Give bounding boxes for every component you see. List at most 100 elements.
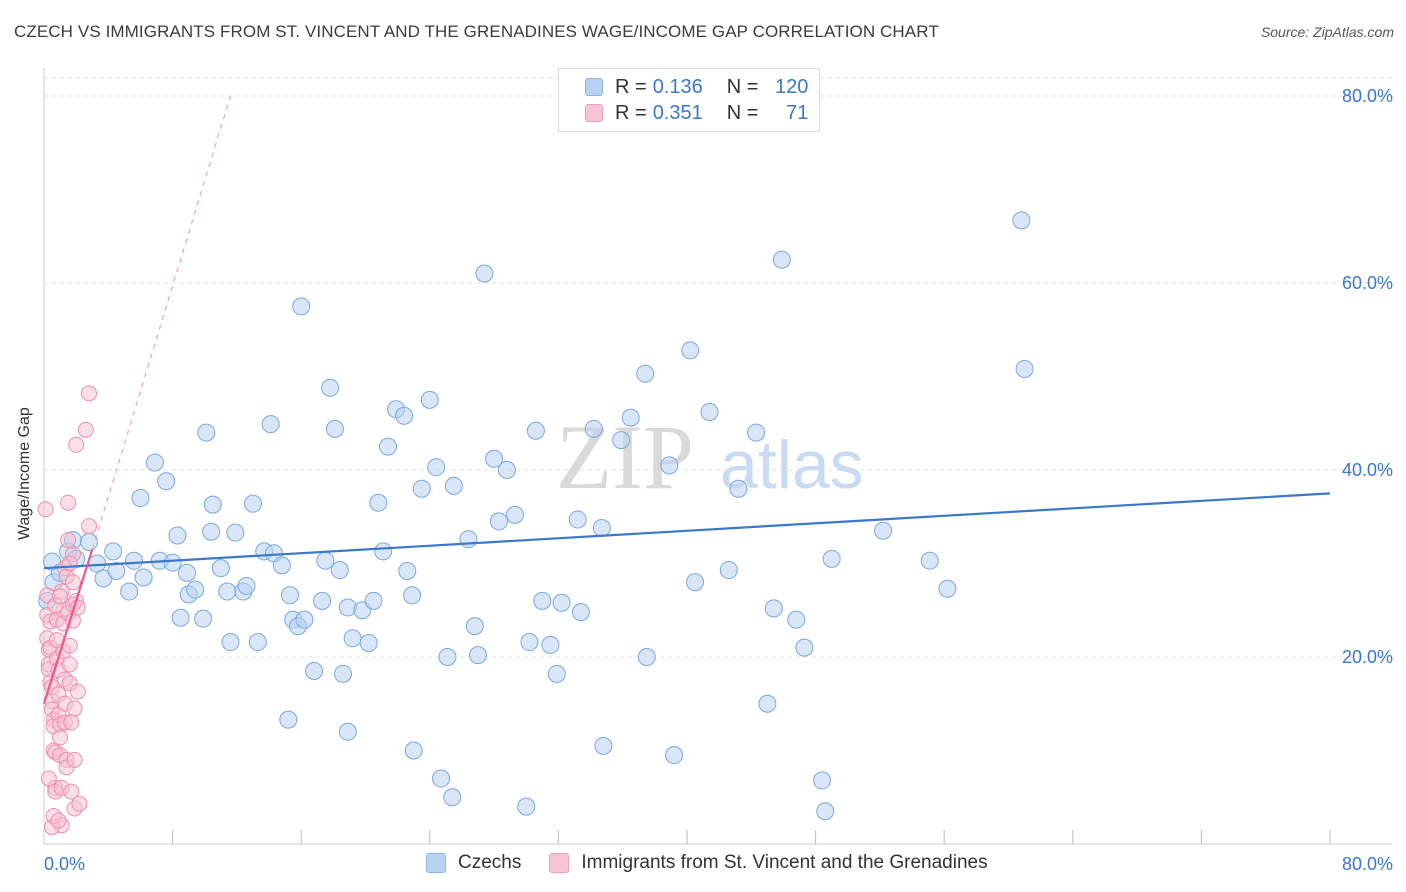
- czechs-point: [443, 788, 462, 807]
- czechs-point: [412, 479, 431, 498]
- legend-label-czechs: Czechs: [458, 852, 522, 873]
- czechs-point: [427, 458, 446, 477]
- legend-n-value: 71: [786, 101, 809, 124]
- legend-swatch-blue: [585, 78, 603, 96]
- czechs-point: [330, 561, 349, 580]
- immigrants-point: [77, 421, 94, 438]
- czechs-point: [795, 638, 814, 657]
- legend-r-label: R =: [615, 101, 647, 124]
- czechs-point: [226, 523, 245, 542]
- legend-n-label: N =: [726, 75, 759, 98]
- czechs-point: [541, 635, 560, 654]
- czechs-point: [295, 610, 314, 629]
- correlation-legend: R = 0.136 N = 120 R = 0.351 N = 71: [558, 68, 820, 132]
- czechs-point: [637, 648, 656, 666]
- immigrants-point: [69, 683, 86, 700]
- legend-n-label: N =: [726, 101, 759, 124]
- czechs-point: [420, 390, 439, 409]
- czechs-point: [364, 591, 383, 610]
- czechs-point: [520, 633, 539, 652]
- grid-lines: [44, 77, 1392, 658]
- czechs-point: [621, 408, 640, 427]
- legend-swatch-pink: [549, 853, 570, 873]
- czechs-point: [438, 648, 457, 666]
- czechs-point: [359, 633, 378, 652]
- czechs-point: [261, 415, 280, 434]
- immigrants-point: [52, 729, 69, 746]
- immigrants-point: [50, 812, 67, 829]
- czechs-point: [465, 617, 484, 636]
- immigrants-point: [52, 588, 69, 605]
- czechs-point: [920, 551, 939, 570]
- czechs-point: [719, 561, 738, 580]
- czechs-point: [568, 510, 587, 529]
- y-tick-label: 60.0%: [1342, 273, 1393, 293]
- immigrants-point: [61, 656, 78, 673]
- czechs-point: [571, 603, 590, 622]
- czechs-point: [120, 582, 139, 601]
- immigrants-point: [66, 751, 83, 768]
- immigrants-point: [81, 385, 98, 402]
- immigrants-point: [60, 532, 77, 549]
- y-tick-label: 40.0%: [1342, 460, 1393, 480]
- czechs-point: [813, 771, 832, 790]
- legend-item-immigrants: Immigrants from St. Vincent and the Gren…: [549, 852, 988, 874]
- immigrants-point: [63, 783, 80, 800]
- czechs-point: [612, 431, 631, 450]
- czechs-point: [292, 297, 311, 316]
- czechs-point: [194, 609, 213, 628]
- czechs-point: [938, 579, 957, 598]
- czechs-point: [764, 599, 783, 618]
- x-tick-label: 80.0%: [1342, 854, 1393, 874]
- czechs-point: [758, 694, 777, 713]
- czechs-point: [131, 489, 150, 508]
- czechs-point: [822, 549, 841, 568]
- czechs-point: [1012, 211, 1031, 230]
- czechs-point: [584, 419, 603, 438]
- czechs-point: [459, 530, 478, 549]
- immigrants-point: [61, 555, 78, 572]
- legend-swatch-pink: [585, 104, 603, 122]
- source-label: Source: ZipAtlas.com: [1260, 24, 1394, 40]
- czechs-point: [248, 633, 267, 652]
- czechs-point: [398, 561, 417, 580]
- czechs-point: [432, 769, 451, 788]
- y-axis-label: Wage/Income Gap: [16, 407, 33, 540]
- czechs-point: [379, 437, 398, 456]
- legend-n-value: 120: [775, 75, 809, 98]
- immigrants-point: [63, 714, 80, 731]
- immigrants-point: [64, 574, 81, 591]
- czechs-point: [316, 551, 335, 570]
- legend-r-value: 0.136: [652, 75, 703, 98]
- czechs-point: [321, 378, 340, 397]
- immigrants-point: [81, 518, 98, 535]
- czechs-point: [211, 559, 230, 578]
- czechs-point: [313, 591, 332, 610]
- x-tick-label: 0.0%: [44, 854, 85, 874]
- czechs-point: [272, 556, 291, 575]
- legend-row-czechs: R = 0.136 N = 120: [585, 75, 808, 99]
- czechs-point: [552, 593, 571, 612]
- czechs-point: [145, 453, 164, 472]
- legend-item-czechs: Czechs: [426, 852, 521, 874]
- immigrants-trend-line: [42, 549, 94, 705]
- czechs-point: [469, 646, 488, 665]
- czechs-point: [134, 568, 153, 587]
- svg-immigrants-points: [37, 385, 98, 836]
- czechs-point: [526, 421, 545, 440]
- czechs-point: [517, 797, 536, 816]
- czechs-point: [333, 664, 352, 683]
- czechs-point: [686, 573, 705, 592]
- series-legend: Czechs Immigrants from St. Vincent and t…: [426, 852, 1016, 874]
- czechs-point: [186, 580, 205, 599]
- czechs-point: [665, 746, 684, 765]
- czechs-point: [475, 264, 494, 283]
- chart-title: CZECH VS IMMIGRANTS FROM ST. VINCENT AND…: [14, 22, 939, 41]
- czechs-point: [305, 662, 324, 681]
- immigrants-point: [60, 494, 77, 511]
- legend-label-immigrants: Immigrants from St. Vincent and the Gren…: [581, 852, 988, 873]
- czechs-point: [168, 526, 187, 545]
- czechs-trend-line: [43, 492, 1331, 570]
- immigrants-point: [66, 700, 83, 717]
